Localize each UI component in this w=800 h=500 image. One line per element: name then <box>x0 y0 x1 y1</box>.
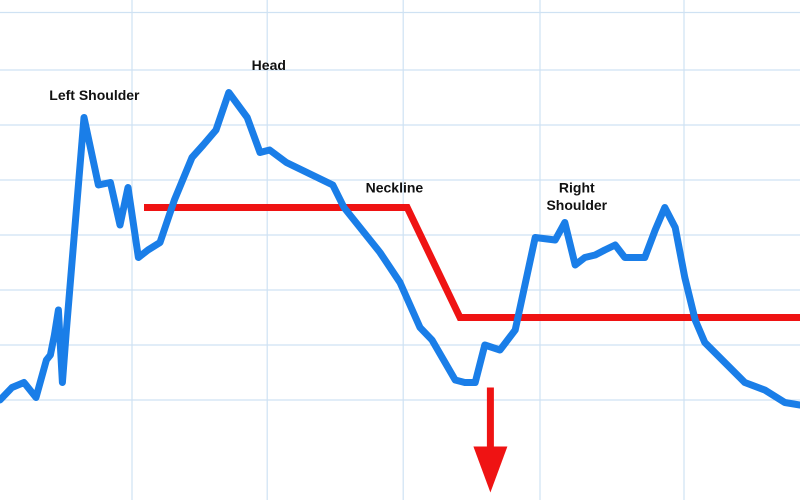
annotation-label-5: Shoulder <box>546 197 607 213</box>
neckline <box>144 204 800 321</box>
annotation-label-2: Head <box>252 57 286 73</box>
neckline-group <box>144 204 800 321</box>
target-arrow-head <box>473 446 508 493</box>
target-arrow-group <box>473 387 508 493</box>
annotation-label-4: Right <box>559 180 595 196</box>
annotation-label-3: Neckline <box>366 180 424 196</box>
annotation-label-1: Left Shoulder <box>49 87 140 103</box>
price-series-line-1 <box>0 89 800 409</box>
price-series-group <box>0 89 800 409</box>
